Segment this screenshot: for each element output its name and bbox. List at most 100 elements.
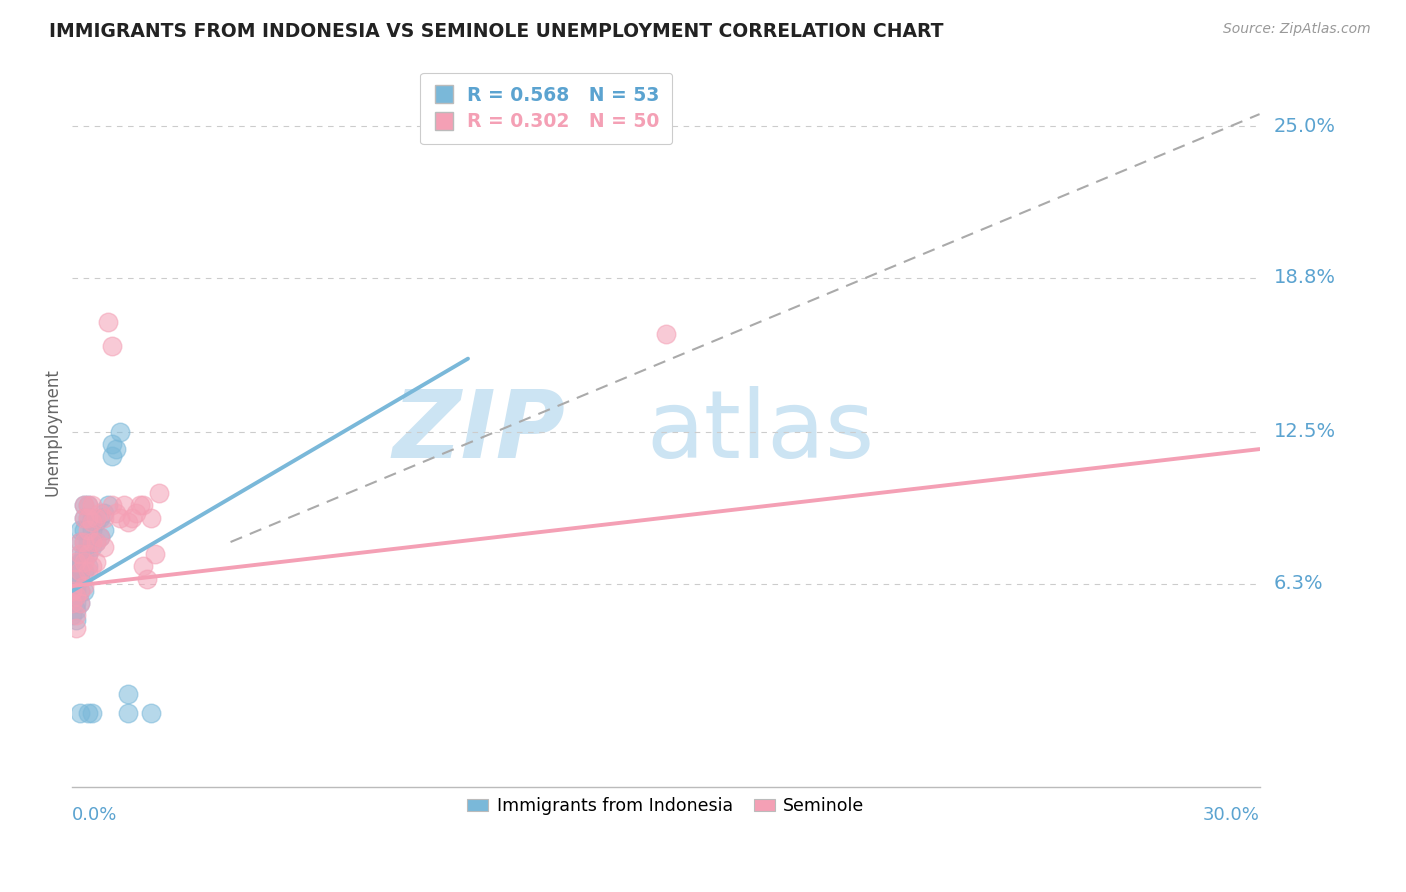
Point	[69, 547, 91, 561]
Point	[65, 613, 87, 627]
Text: Source: ZipAtlas.com: Source: ZipAtlas.com	[1223, 22, 1371, 37]
Point	[93, 523, 115, 537]
Point	[69, 596, 91, 610]
Point	[65, 589, 87, 603]
Point	[69, 535, 91, 549]
Point	[89, 530, 111, 544]
Point	[132, 499, 155, 513]
Point	[69, 706, 91, 721]
Point	[69, 565, 91, 579]
Point	[108, 510, 131, 524]
Point	[77, 510, 100, 524]
Point	[69, 583, 91, 598]
Point	[80, 523, 103, 537]
Point	[65, 603, 87, 617]
Point	[65, 572, 87, 586]
Point	[80, 499, 103, 513]
Text: 12.5%: 12.5%	[1274, 423, 1336, 442]
Point	[84, 535, 107, 549]
Point	[101, 437, 124, 451]
Point	[93, 510, 115, 524]
Point	[124, 506, 146, 520]
Point	[77, 510, 100, 524]
Point	[117, 706, 139, 721]
Point	[132, 559, 155, 574]
Point	[148, 486, 170, 500]
Point	[655, 327, 678, 342]
Point	[84, 516, 107, 530]
Text: IMMIGRANTS FROM INDONESIA VS SEMINOLE UNEMPLOYMENT CORRELATION CHART: IMMIGRANTS FROM INDONESIA VS SEMINOLE UN…	[49, 22, 943, 41]
Point	[80, 535, 103, 549]
Point	[121, 510, 143, 524]
Point	[69, 535, 91, 549]
Point	[80, 559, 103, 574]
Point	[97, 499, 120, 513]
Point	[112, 499, 135, 513]
Point	[117, 516, 139, 530]
Point	[141, 510, 163, 524]
Point	[143, 547, 166, 561]
Point	[65, 596, 87, 610]
Point	[77, 547, 100, 561]
Text: 18.8%: 18.8%	[1274, 268, 1336, 287]
Point	[93, 540, 115, 554]
Point	[65, 621, 87, 635]
Point	[101, 450, 124, 464]
Point	[73, 499, 96, 513]
Point	[73, 555, 96, 569]
Point	[77, 547, 100, 561]
Point	[93, 506, 115, 520]
Point	[60, 572, 83, 586]
Point	[73, 499, 96, 513]
Point	[73, 510, 96, 524]
Point	[73, 579, 96, 593]
Y-axis label: Unemployment: Unemployment	[44, 368, 60, 496]
Point	[77, 706, 100, 721]
Point	[77, 499, 100, 513]
Text: ZIP: ZIP	[392, 386, 565, 478]
Point	[69, 523, 91, 537]
Point	[73, 535, 96, 549]
Text: 25.0%: 25.0%	[1274, 117, 1336, 136]
Point	[69, 559, 91, 574]
Point	[60, 583, 83, 598]
Point	[73, 547, 96, 561]
Point	[97, 315, 120, 329]
Point	[65, 579, 87, 593]
Point	[136, 572, 159, 586]
Point	[89, 506, 111, 520]
Point	[60, 583, 83, 598]
Point	[65, 583, 87, 598]
Point	[69, 583, 91, 598]
Point	[117, 687, 139, 701]
Point	[108, 425, 131, 439]
Point	[69, 596, 91, 610]
Point	[60, 608, 83, 623]
Point	[101, 339, 124, 353]
Point	[77, 523, 100, 537]
Point	[104, 506, 127, 520]
Point	[80, 516, 103, 530]
Point	[69, 572, 91, 586]
Point	[65, 555, 87, 569]
Point	[77, 499, 100, 513]
Point	[141, 706, 163, 721]
Point	[73, 510, 96, 524]
Point	[65, 608, 87, 623]
Point	[65, 559, 87, 574]
Point	[84, 535, 107, 549]
Point	[89, 510, 111, 524]
Point	[73, 523, 96, 537]
Point	[73, 583, 96, 598]
Point	[84, 510, 107, 524]
Point	[73, 565, 96, 579]
Point	[77, 565, 100, 579]
Point	[60, 596, 83, 610]
Point	[65, 589, 87, 603]
Point	[84, 555, 107, 569]
Point	[104, 442, 127, 456]
Point	[77, 535, 100, 549]
Text: 30.0%: 30.0%	[1202, 806, 1260, 824]
Point	[69, 555, 91, 569]
Text: 6.3%: 6.3%	[1274, 574, 1323, 593]
